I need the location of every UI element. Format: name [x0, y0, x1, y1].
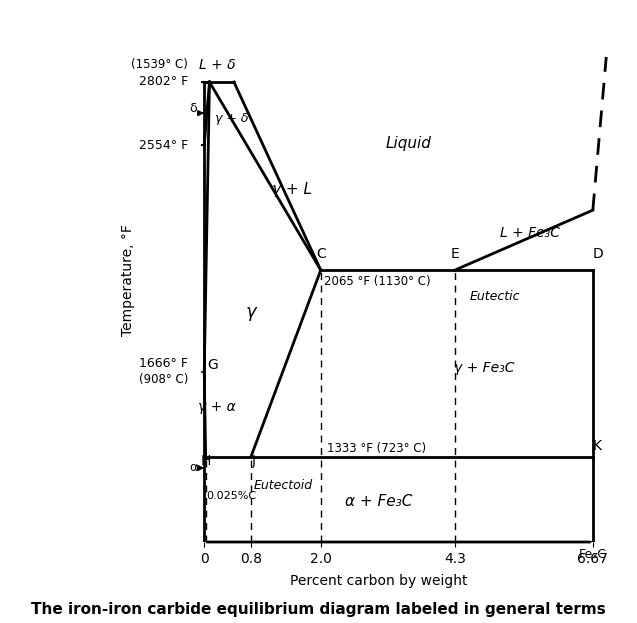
Text: Eutectic: Eutectic — [469, 290, 520, 303]
Text: J: J — [252, 454, 256, 468]
Text: γ + Fe₃C: γ + Fe₃C — [454, 361, 514, 376]
Text: The iron-iron carbide equilibrium diagram labeled in general terms: The iron-iron carbide equilibrium diagra… — [31, 602, 606, 617]
Text: Eutectoid: Eutectoid — [254, 479, 313, 492]
Text: D: D — [593, 247, 604, 261]
Text: (908° C): (908° C) — [138, 373, 188, 386]
Text: (1539° C): (1539° C) — [131, 58, 188, 71]
Text: L + δ: L + δ — [199, 58, 235, 72]
Text: G: G — [207, 358, 218, 372]
Text: Liquid: Liquid — [385, 136, 431, 151]
Text: γ + L: γ + L — [271, 182, 311, 197]
Text: C: C — [316, 247, 326, 261]
Text: 1666° F: 1666° F — [139, 357, 188, 370]
Text: 0.025%C: 0.025%C — [206, 491, 257, 501]
Text: α + Fe₃C: α + Fe₃C — [345, 493, 413, 508]
X-axis label: Percent carbon by weight: Percent carbon by weight — [290, 574, 468, 588]
Text: 2554° F: 2554° F — [139, 139, 188, 152]
Text: Fe₃C: Fe₃C — [579, 548, 607, 561]
Text: 2802° F: 2802° F — [139, 75, 188, 88]
Text: α: α — [189, 462, 197, 475]
Text: H: H — [201, 454, 211, 468]
Text: δ: δ — [190, 102, 197, 115]
Text: 1333 °F (723° C): 1333 °F (723° C) — [327, 442, 426, 455]
Text: γ + α: γ + α — [198, 400, 236, 414]
Y-axis label: Temperature, °F: Temperature, °F — [120, 224, 134, 336]
Text: γ + δ: γ + δ — [215, 112, 248, 125]
Text: γ: γ — [245, 303, 256, 321]
Text: 2065 °F (1130° C): 2065 °F (1130° C) — [324, 275, 430, 288]
Text: K: K — [593, 439, 602, 453]
Text: L + Fe₃C: L + Fe₃C — [501, 226, 561, 240]
Text: E: E — [450, 247, 459, 261]
